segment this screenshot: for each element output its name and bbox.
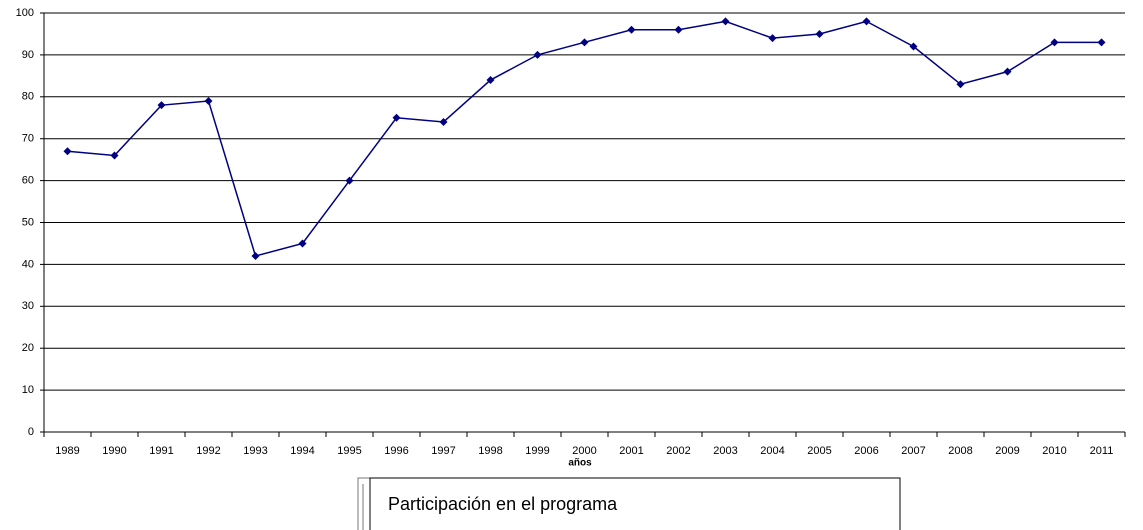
x-tick-label: 1994	[290, 445, 314, 457]
point	[204, 96, 213, 105]
x-tick-label: 2011	[1090, 445, 1114, 457]
y-tick-label: 50	[22, 216, 34, 228]
point	[392, 113, 401, 122]
y-tick-label: 60	[22, 175, 34, 187]
x-tick-label: 1996	[384, 445, 408, 457]
y-tick-label: 70	[22, 133, 34, 145]
x-tick-label: 2002	[666, 445, 690, 457]
point	[251, 252, 260, 261]
x-tick-label: 1997	[431, 445, 455, 457]
x-axis-label: años	[568, 458, 592, 469]
point	[298, 239, 307, 248]
point	[580, 38, 589, 47]
point	[815, 29, 824, 38]
y-tick-label: 100	[16, 7, 34, 19]
point	[862, 17, 871, 26]
point	[721, 17, 730, 26]
y-tick-label: 90	[22, 49, 34, 61]
x-tick-label: 2004	[760, 445, 784, 457]
x-tick-label: 1990	[102, 445, 126, 457]
x-tick-label: 2008	[948, 445, 972, 457]
point	[439, 117, 448, 126]
x-tick-label: 1999	[525, 445, 549, 457]
y-tick-label: 10	[22, 384, 34, 396]
point	[110, 151, 119, 160]
legend-box	[369, 477, 901, 530]
point	[63, 147, 72, 156]
point	[157, 101, 166, 110]
y-tick-label: 80	[22, 91, 34, 103]
x-tick-label: 2000	[572, 445, 596, 457]
y-tick-label: 0	[28, 426, 34, 438]
point	[1050, 38, 1059, 47]
point	[627, 25, 636, 34]
legend-label: Participación en el programa	[388, 494, 618, 514]
x-tick-label: 2001	[619, 445, 643, 457]
y-tick-label: 40	[22, 258, 34, 270]
x-tick-label: 1992	[196, 445, 220, 457]
x-tick-label: 2003	[713, 445, 737, 457]
point	[345, 176, 354, 185]
x-tick-label: 1989	[55, 445, 79, 457]
x-tick-label: 2007	[901, 445, 925, 457]
point	[1097, 38, 1106, 47]
x-tick-label: 1998	[478, 445, 502, 457]
legend-bracket	[357, 477, 370, 530]
point	[674, 25, 683, 34]
point	[956, 80, 965, 89]
point	[909, 42, 918, 51]
x-tick-label: 2010	[1042, 445, 1066, 457]
point	[533, 50, 542, 59]
point	[486, 76, 495, 85]
x-tick-label: 2006	[854, 445, 878, 457]
x-tick-label: 2009	[995, 445, 1019, 457]
x-tick-label: 1995	[337, 445, 361, 457]
x-tick-label: 2005	[807, 445, 831, 457]
point	[768, 34, 777, 43]
y-tick-label: 20	[22, 342, 34, 354]
y-tick-label: 30	[22, 300, 34, 312]
point	[1003, 67, 1012, 76]
x-tick-label: 1991	[149, 445, 173, 457]
x-tick-label: 1993	[243, 445, 267, 457]
